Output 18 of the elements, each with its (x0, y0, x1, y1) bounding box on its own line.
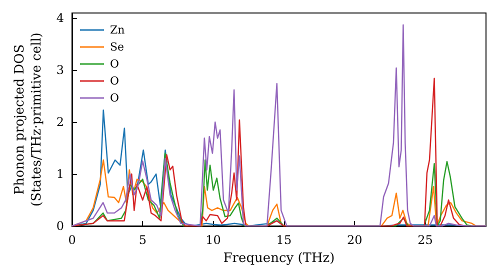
legend-label: O (110, 92, 120, 104)
y-tick-label: 2 (56, 115, 64, 130)
x-tick-label: 0 (68, 233, 76, 247)
x-tick-label: 25 (418, 233, 433, 247)
x-tick-label: 5 (138, 233, 146, 247)
legend-label: Se (110, 40, 124, 54)
x-tick-label: 15 (276, 233, 292, 247)
y-tick-label: 1 (56, 167, 64, 182)
y-tick-label: 0 (56, 219, 64, 233)
y-tick-label: 4 (56, 11, 64, 26)
y-tick-label: 3 (56, 63, 64, 78)
legend-label: Zn (110, 24, 125, 36)
legend-label: O (110, 58, 120, 70)
legend-label: O (110, 74, 120, 88)
x-tick-label: 20 (346, 233, 362, 247)
x-tick-label: 10 (206, 233, 221, 247)
y-axis-title: Phonon projected DOS (States/THz·primitive cell) (12, 32, 44, 207)
x-axis-title: Frequency (THz) (223, 251, 335, 266)
